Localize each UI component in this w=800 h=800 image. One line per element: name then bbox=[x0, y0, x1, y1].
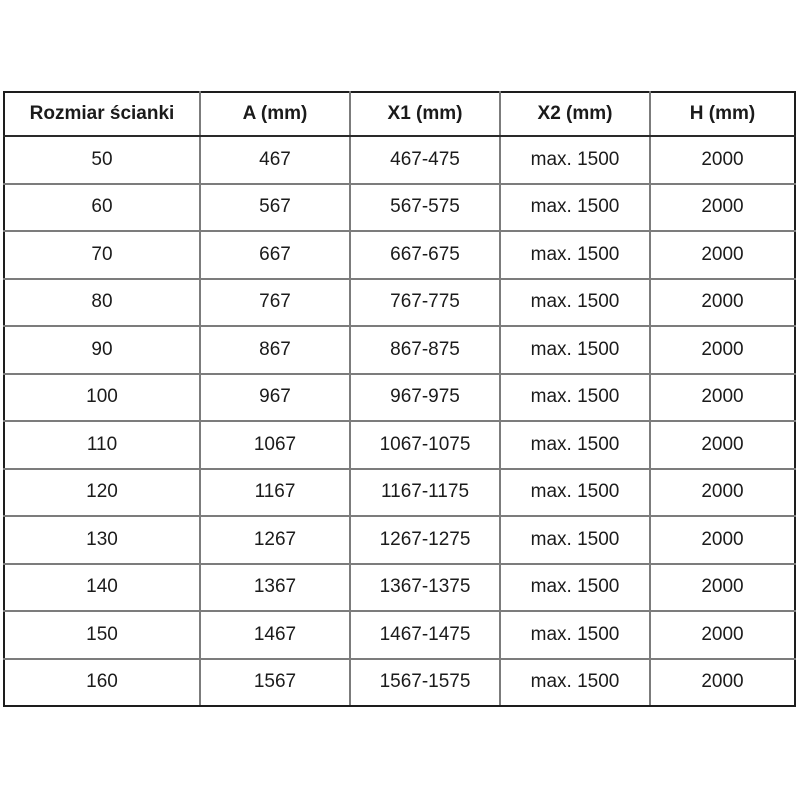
table-cell: 2000 bbox=[649, 467, 796, 517]
table-cell: 567 bbox=[199, 182, 351, 232]
table-cell: 50 bbox=[3, 135, 201, 185]
table-cell: 80 bbox=[3, 277, 201, 327]
table-cell: 667 bbox=[199, 230, 351, 280]
table-cell: 1567 bbox=[199, 657, 351, 707]
table-cell: 867-875 bbox=[349, 325, 501, 375]
table-cell: 2000 bbox=[649, 135, 796, 185]
column-header-rozmiar-scianki: Rozmiar ścianki bbox=[3, 91, 201, 137]
table-cell: 967-975 bbox=[349, 372, 501, 422]
table-row: 70 667 667-675 max. 1500 2000 bbox=[3, 230, 796, 280]
table-cell: 1267-1275 bbox=[349, 515, 501, 565]
table-cell: max. 1500 bbox=[499, 135, 651, 185]
table-cell: 1567-1575 bbox=[349, 657, 501, 707]
table-cell: 1367 bbox=[199, 562, 351, 612]
table-cell: 120 bbox=[3, 467, 201, 517]
table-row: 120 1167 1167-1175 max. 1500 2000 bbox=[3, 467, 796, 517]
table-cell: 2000 bbox=[649, 372, 796, 422]
table-cell: 2000 bbox=[649, 325, 796, 375]
table-row: 60 567 567-575 max. 1500 2000 bbox=[3, 182, 796, 232]
table-cell: 767-775 bbox=[349, 277, 501, 327]
table-cell: max. 1500 bbox=[499, 610, 651, 660]
table-cell: 867 bbox=[199, 325, 351, 375]
column-header-a: A (mm) bbox=[199, 91, 351, 137]
table-cell: 110 bbox=[3, 420, 201, 470]
table-row: 100 967 967-975 max. 1500 2000 bbox=[3, 372, 796, 422]
table-cell: 1167 bbox=[199, 467, 351, 517]
header-row: Rozmiar ścianki A (mm) X1 (mm) X2 (mm) H… bbox=[3, 91, 796, 137]
table-row: 90 867 867-875 max. 1500 2000 bbox=[3, 325, 796, 375]
table-cell: 467 bbox=[199, 135, 351, 185]
table-cell: 140 bbox=[3, 562, 201, 612]
table-cell: 1467-1475 bbox=[349, 610, 501, 660]
table-row: 50 467 467-475 max. 1500 2000 bbox=[3, 135, 796, 185]
table-row: 130 1267 1267-1275 max. 1500 2000 bbox=[3, 515, 796, 565]
table-cell: 1067-1075 bbox=[349, 420, 501, 470]
table-cell: max. 1500 bbox=[499, 467, 651, 517]
table-cell: 2000 bbox=[649, 277, 796, 327]
table-cell: 100 bbox=[3, 372, 201, 422]
table-cell: 90 bbox=[3, 325, 201, 375]
table-cell: 2000 bbox=[649, 515, 796, 565]
table-cell: max. 1500 bbox=[499, 515, 651, 565]
table-cell: 2000 bbox=[649, 657, 796, 707]
table-body: 50 467 467-475 max. 1500 2000 60 567 567-575 max… bbox=[3, 135, 796, 707]
column-header-x2: X2 (mm) bbox=[499, 91, 651, 137]
table-cell: 1067 bbox=[199, 420, 351, 470]
size-spec-table: Rozmiar ścianki A (mm) X1 (mm) X2 (mm) H… bbox=[3, 91, 796, 707]
table-cell: max. 1500 bbox=[499, 657, 651, 707]
table-cell: 150 bbox=[3, 610, 201, 660]
table-cell: 2000 bbox=[649, 230, 796, 280]
table-cell: max. 1500 bbox=[499, 325, 651, 375]
table-row: 140 1367 1367-1375 max. 1500 2000 bbox=[3, 562, 796, 612]
table-row: 160 1567 1567-1575 max. 1500 2000 bbox=[3, 657, 796, 707]
table-cell: max. 1500 bbox=[499, 277, 651, 327]
table-cell: 70 bbox=[3, 230, 201, 280]
table-cell: max. 1500 bbox=[499, 420, 651, 470]
table-cell: 130 bbox=[3, 515, 201, 565]
table-cell: 767 bbox=[199, 277, 351, 327]
column-header-h: H (mm) bbox=[649, 91, 796, 137]
table-row: 110 1067 1067-1075 max. 1500 2000 bbox=[3, 420, 796, 470]
table-cell: 2000 bbox=[649, 610, 796, 660]
table-row: 150 1467 1467-1475 max. 1500 2000 bbox=[3, 610, 796, 660]
table-cell: 160 bbox=[3, 657, 201, 707]
table-cell: 1367-1375 bbox=[349, 562, 501, 612]
table-cell: 60 bbox=[3, 182, 201, 232]
table-cell: 2000 bbox=[649, 420, 796, 470]
table-cell: 467-475 bbox=[349, 135, 501, 185]
table-cell: 1467 bbox=[199, 610, 351, 660]
column-header-x1: X1 (mm) bbox=[349, 91, 501, 137]
table-cell: max. 1500 bbox=[499, 182, 651, 232]
table-cell: max. 1500 bbox=[499, 230, 651, 280]
table-cell: 1167-1175 bbox=[349, 467, 501, 517]
table-row: 80 767 767-775 max. 1500 2000 bbox=[3, 277, 796, 327]
table-header: Rozmiar ścianki A (mm) X1 (mm) X2 (mm) H… bbox=[3, 91, 796, 137]
table-cell: max. 1500 bbox=[499, 372, 651, 422]
table-cell: 2000 bbox=[649, 562, 796, 612]
table-cell: 2000 bbox=[649, 182, 796, 232]
table-cell: 967 bbox=[199, 372, 351, 422]
table-cell: 1267 bbox=[199, 515, 351, 565]
table-cell: 667-675 bbox=[349, 230, 501, 280]
table-cell: 567-575 bbox=[349, 182, 501, 232]
table-cell: max. 1500 bbox=[499, 562, 651, 612]
